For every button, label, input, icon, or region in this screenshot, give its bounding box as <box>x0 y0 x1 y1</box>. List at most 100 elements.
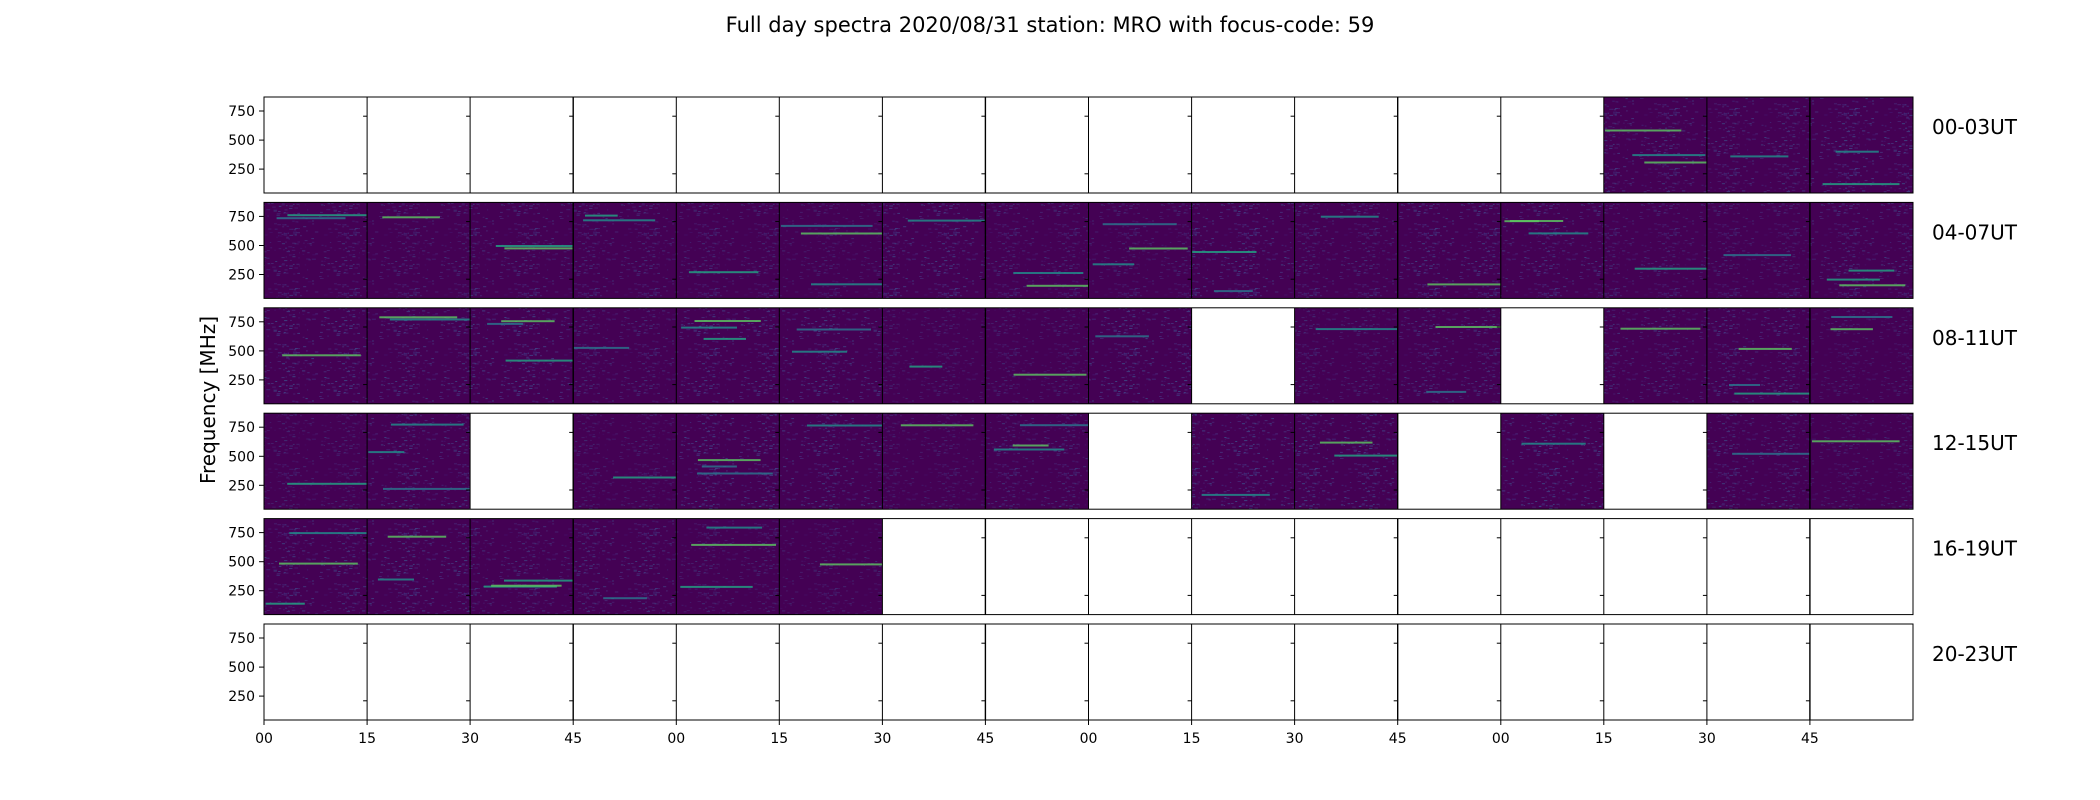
empty-panel <box>1191 624 1295 720</box>
spectrum-noise <box>1706 202 1810 299</box>
spectrum-noise <box>985 202 1089 299</box>
empty-panel <box>573 97 677 193</box>
rfi-line <box>1528 232 1589 235</box>
empty-panel <box>1706 518 1810 615</box>
y-tick-label: 500 <box>228 555 255 571</box>
y-axis-label: Frequency [MHz] <box>196 316 220 484</box>
rfi-line <box>1812 440 1900 443</box>
empty-panel <box>1088 413 1192 510</box>
rfi-line <box>691 543 776 546</box>
y-tick-label: 250 <box>228 373 255 389</box>
empty-panel <box>1809 624 1913 720</box>
spectrum-noise <box>367 413 471 510</box>
spectrum-noise <box>367 307 471 404</box>
rfi-line <box>1644 161 1707 164</box>
spectrum-noise <box>1191 202 1295 299</box>
empty-panel <box>1809 518 1913 615</box>
y-tick-label: 250 <box>228 584 255 600</box>
x-tick-label: 15 <box>1183 731 1201 747</box>
rfi-line <box>1201 493 1270 496</box>
rfi-line <box>1521 442 1586 445</box>
rfi-line <box>1848 269 1895 272</box>
rfi-line <box>1192 251 1257 253</box>
empty-panel <box>367 97 471 193</box>
rfi-line <box>1835 150 1879 153</box>
rfi-line <box>681 326 737 329</box>
empty-panel <box>985 624 1089 720</box>
spectrum-noise <box>676 413 780 510</box>
spectrum-noise <box>676 518 780 615</box>
rfi-line <box>368 451 405 454</box>
rfi-line <box>688 271 759 274</box>
empty-panel <box>1397 624 1501 720</box>
rfi-line <box>1095 335 1149 338</box>
spectrum-noise <box>1294 202 1398 299</box>
x-tick-label: 45 <box>1389 731 1407 747</box>
y-tick-label: 500 <box>228 449 255 465</box>
spectrum-noise <box>470 202 574 299</box>
rfi-line <box>1213 290 1253 293</box>
x-tick-label: 45 <box>564 731 582 747</box>
rfi-line <box>1102 223 1177 226</box>
rfi-line <box>1729 384 1761 386</box>
spectrum-noise <box>676 307 780 404</box>
empty-panel <box>367 624 471 720</box>
y-tick-label: 750 <box>228 104 255 120</box>
empty-panel <box>1706 624 1810 720</box>
row-label: 00-03UT <box>1932 115 2018 139</box>
spectrum-noise <box>1603 202 1707 299</box>
x-tick-label: 15 <box>770 731 788 747</box>
rfi-line <box>487 322 523 325</box>
rfi-line <box>573 346 630 349</box>
rfi-line <box>287 214 367 217</box>
y-tick-label: 500 <box>228 660 255 676</box>
y-tick-label: 250 <box>228 268 255 284</box>
rfi-line <box>1738 347 1792 350</box>
panel-row: 250 500 750 08-11UT <box>228 307 2018 405</box>
empty-panel <box>264 624 368 720</box>
y-tick-label: 250 <box>228 689 255 705</box>
empty-panel <box>1191 518 1295 615</box>
empty-panel <box>985 518 1089 615</box>
spectrum-noise <box>1294 413 1398 510</box>
rfi-line <box>383 487 470 490</box>
row-frame <box>263 412 1914 510</box>
x-tick-label: 15 <box>358 731 376 747</box>
rfi-line <box>680 585 753 588</box>
rfi-line <box>811 283 883 286</box>
empty-panel <box>882 518 986 615</box>
rfi-line <box>1092 263 1135 266</box>
spectrum-noise <box>573 413 677 510</box>
row-frame <box>263 201 1914 299</box>
empty-panel <box>470 97 574 193</box>
rfi-line <box>1730 155 1789 158</box>
rfi-line <box>1509 220 1564 222</box>
row-label: 04-07UT <box>1932 220 2018 244</box>
x-tick-label: 30 <box>1698 731 1716 747</box>
rfi-line <box>1426 390 1467 393</box>
rfi-line <box>703 337 746 340</box>
rfi-line <box>276 217 346 220</box>
x-tick-label: 00 <box>1492 731 1510 747</box>
x-tick-label: 45 <box>976 731 994 747</box>
empty-panel <box>264 97 368 193</box>
rfi-line <box>1839 284 1906 287</box>
rfi-line <box>379 316 458 319</box>
spectrum-noise <box>779 518 883 615</box>
empty-panel <box>470 624 574 720</box>
rfi-line <box>1319 441 1373 444</box>
rfi-line <box>1129 247 1188 250</box>
rfi-line <box>279 562 358 565</box>
rfi-line <box>819 563 883 566</box>
rfi-line <box>697 472 773 475</box>
spectrum-noise <box>1706 307 1810 404</box>
rfi-line <box>697 459 761 462</box>
x-tick-label: 15 <box>1595 731 1613 747</box>
rfi-line <box>603 597 647 600</box>
rfi-line <box>1822 183 1900 186</box>
rfi-line <box>1732 452 1810 455</box>
panel-row: 250 500 750 04-07UT <box>228 201 2018 299</box>
x-tick-label: 30 <box>873 731 891 747</box>
rfi-line <box>900 424 974 427</box>
rfi-line <box>289 532 368 535</box>
